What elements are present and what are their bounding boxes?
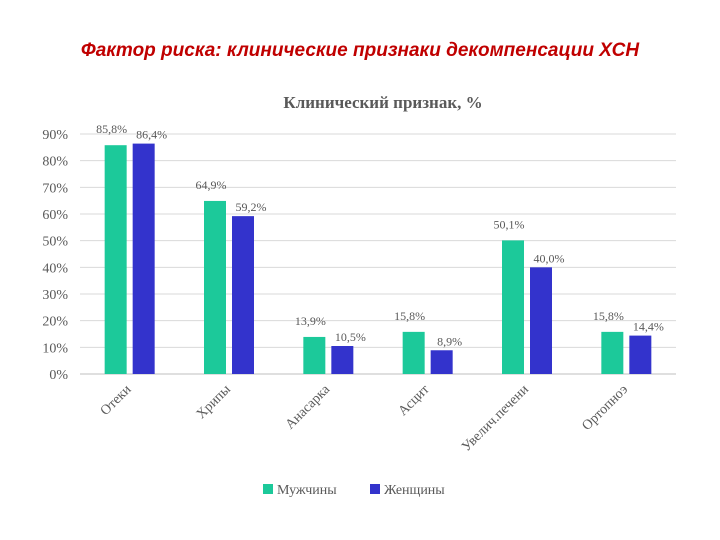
data-label: 13,9% [295, 314, 326, 328]
x-tick-label: Асцит [396, 382, 433, 419]
x-tick-label: Отеки [98, 382, 135, 419]
data-label: 59,2% [236, 200, 267, 214]
data-label: 14,4% [633, 320, 664, 334]
y-axis-ticks: 0% 10% 20% 30% 40% 50% 60% 70% 80% 90% [42, 128, 68, 383]
slide-title: Фактор риска: клинические признаки деком… [80, 40, 640, 61]
data-label: 64,9% [196, 178, 227, 192]
y-tick-label: 70% [42, 181, 68, 196]
bar-women [629, 335, 652, 374]
data-labels: 85,8% 86,4% 64,9% 59,2% 13,9% 10,5% 15,8% 8,9% 5… [96, 122, 664, 348]
bar-women [132, 143, 155, 374]
x-tick-label: Увелич.печени [459, 382, 532, 455]
data-label: 10,5% [335, 330, 366, 344]
x-tick-label: Хрипы [194, 382, 234, 422]
data-label: 85,8% [96, 122, 127, 136]
gridlines [80, 133, 676, 375]
bar-men [204, 200, 226, 374]
data-label: 15,8% [394, 309, 425, 323]
legend-swatch-women [370, 484, 380, 494]
bars [104, 143, 652, 374]
legend: Мужчины Женщины [263, 483, 445, 498]
bar-men [502, 240, 524, 374]
x-tick-label: Анасарка [283, 382, 334, 433]
y-tick-label: 20% [42, 315, 68, 330]
y-tick-label: 30% [42, 288, 68, 303]
bar-men [601, 331, 624, 374]
y-tick-label: 40% [42, 261, 68, 276]
bar-women [430, 350, 453, 374]
y-tick-label: 90% [42, 128, 68, 143]
chart-title: Клинический признак, % [283, 93, 482, 112]
y-tick-label: 10% [42, 341, 68, 356]
x-tick-label: Ортопноэ [580, 382, 632, 434]
y-tick-label: 50% [42, 235, 68, 250]
bar-men [104, 145, 127, 374]
y-tick-label: 60% [42, 208, 68, 223]
data-label: 86,4% [136, 128, 167, 142]
bar-men [402, 331, 425, 374]
bar-women [530, 267, 552, 374]
y-tick-label: 80% [42, 155, 68, 170]
data-label: 50,1% [494, 217, 525, 231]
x-axis-ticks: Отеки Хрипы Анасарка Асцит Увелич.печени Орто… [98, 382, 631, 455]
bar-women [331, 346, 354, 374]
y-tick-label: 0% [49, 368, 68, 383]
data-label: 15,8% [593, 309, 624, 323]
data-label: 8,9% [437, 334, 462, 348]
bar-men [303, 336, 326, 374]
legend-swatch-men [263, 484, 273, 494]
legend-label-men: Мужчины [277, 483, 337, 498]
legend-label-women: Женщины [384, 483, 445, 498]
data-label: 40,0% [534, 251, 565, 265]
bar-women [232, 216, 254, 374]
